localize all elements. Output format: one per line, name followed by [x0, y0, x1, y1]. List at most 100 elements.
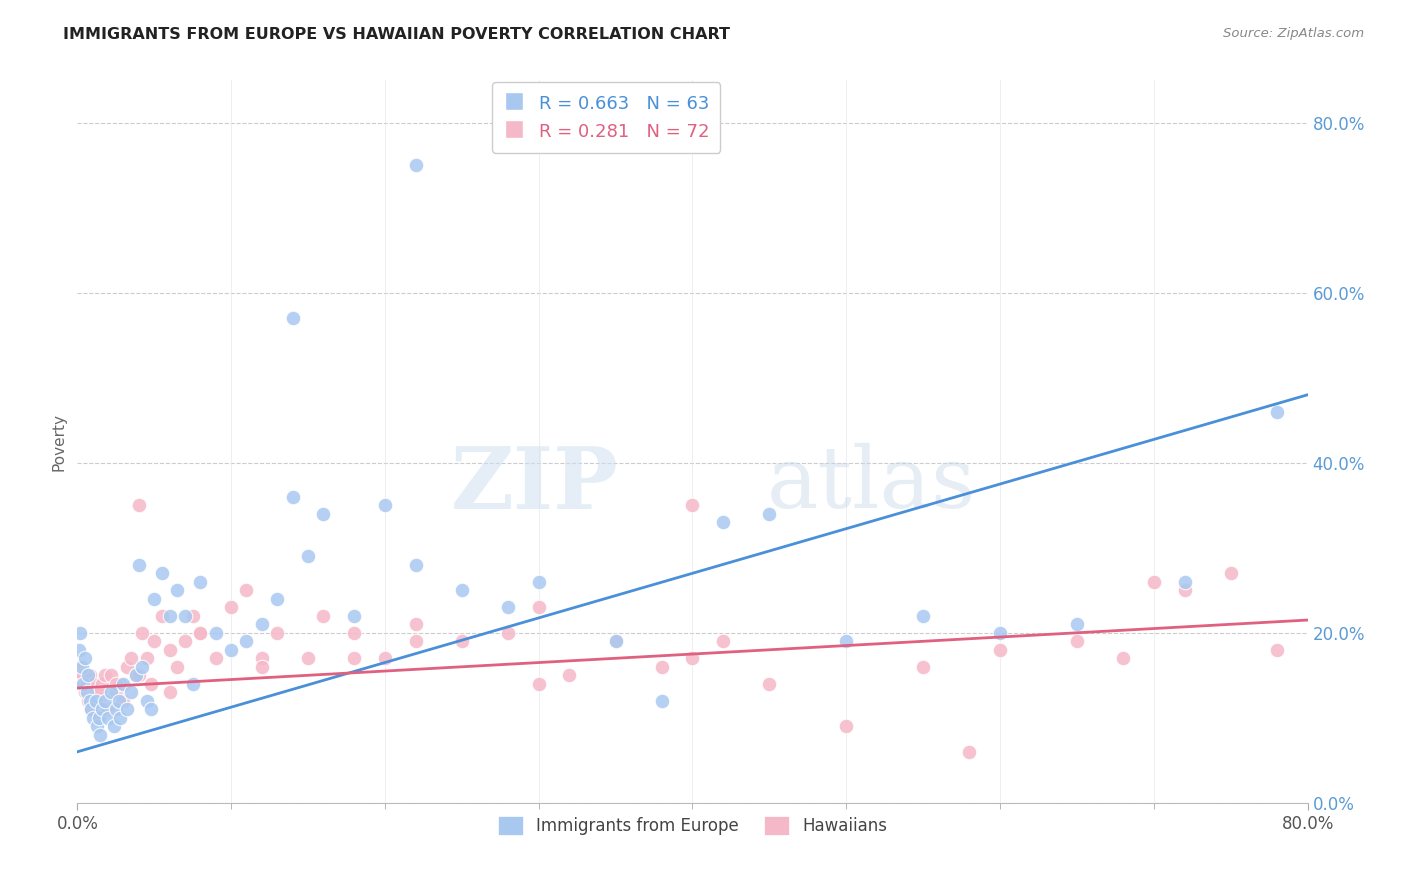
- Point: [110, 711, 132, 725]
- Point: [651, 660, 673, 674]
- Point: [1066, 617, 1088, 632]
- Point: [558, 668, 581, 682]
- Point: [143, 591, 166, 606]
- Point: [90, 677, 114, 691]
- Point: [67, 668, 90, 682]
- Point: [835, 719, 858, 733]
- Point: [159, 685, 181, 699]
- Point: [87, 711, 110, 725]
- Point: [219, 600, 242, 615]
- Point: [67, 642, 90, 657]
- Point: [174, 608, 197, 623]
- Point: [1265, 642, 1288, 657]
- Point: [1112, 651, 1135, 665]
- Point: [204, 625, 226, 640]
- Point: [343, 625, 366, 640]
- Point: [80, 702, 103, 716]
- Point: [76, 677, 98, 691]
- Point: [235, 634, 257, 648]
- Point: [912, 660, 935, 674]
- Point: [281, 490, 304, 504]
- Point: [1265, 405, 1288, 419]
- Point: [77, 694, 100, 708]
- Point: [405, 617, 427, 632]
- Point: [405, 558, 427, 572]
- Point: [188, 574, 212, 589]
- Point: [79, 694, 101, 708]
- Text: IMMIGRANTS FROM EUROPE VS HAWAIIAN POVERTY CORRELATION CHART: IMMIGRANTS FROM EUROPE VS HAWAIIAN POVER…: [63, 27, 730, 42]
- Point: [174, 634, 197, 648]
- Point: [77, 668, 100, 682]
- Point: [120, 685, 142, 699]
- Point: [131, 660, 153, 674]
- Point: [84, 685, 107, 699]
- Point: [73, 651, 96, 665]
- Point: [835, 634, 858, 648]
- Point: [235, 583, 257, 598]
- Point: [143, 634, 166, 648]
- Point: [115, 660, 138, 674]
- Point: [76, 685, 98, 699]
- Point: [110, 677, 132, 691]
- Point: [94, 694, 117, 708]
- Point: [1066, 634, 1088, 648]
- Point: [69, 625, 91, 640]
- Point: [125, 668, 148, 682]
- Point: [682, 651, 704, 665]
- Point: [72, 668, 94, 682]
- Point: [957, 745, 980, 759]
- Point: [374, 651, 396, 665]
- Point: [87, 694, 110, 708]
- Point: [135, 694, 157, 708]
- Point: [450, 634, 472, 648]
- Y-axis label: Poverty: Poverty: [51, 412, 66, 471]
- Point: [115, 702, 138, 716]
- Point: [181, 677, 204, 691]
- Point: [988, 642, 1011, 657]
- Point: [72, 677, 94, 691]
- Point: [141, 677, 163, 691]
- Point: [82, 711, 104, 725]
- Point: [73, 685, 96, 699]
- Point: [605, 634, 627, 648]
- Legend: Immigrants from Europe, Hawaiians: Immigrants from Europe, Hawaiians: [491, 809, 894, 841]
- Point: [312, 608, 335, 623]
- Point: [166, 660, 188, 674]
- Point: [108, 694, 131, 708]
- Point: [150, 608, 173, 623]
- Point: [97, 702, 120, 716]
- Text: Source: ZipAtlas.com: Source: ZipAtlas.com: [1223, 27, 1364, 40]
- Point: [374, 498, 396, 512]
- Point: [104, 677, 127, 691]
- Point: [758, 677, 780, 691]
- Point: [527, 600, 550, 615]
- Point: [988, 625, 1011, 640]
- Point: [166, 583, 188, 598]
- Point: [297, 549, 319, 564]
- Point: [651, 694, 673, 708]
- Point: [84, 694, 107, 708]
- Point: [150, 566, 173, 581]
- Point: [80, 702, 103, 716]
- Point: [159, 608, 181, 623]
- Point: [912, 608, 935, 623]
- Point: [120, 651, 142, 665]
- Point: [82, 677, 104, 691]
- Point: [181, 608, 204, 623]
- Point: [496, 600, 519, 615]
- Point: [100, 668, 122, 682]
- Point: [527, 574, 550, 589]
- Point: [711, 634, 734, 648]
- Point: [128, 498, 150, 512]
- Point: [312, 507, 335, 521]
- Point: [266, 591, 288, 606]
- Point: [250, 651, 273, 665]
- Point: [758, 507, 780, 521]
- Point: [219, 642, 242, 657]
- Point: [1219, 566, 1241, 581]
- Point: [405, 158, 427, 172]
- Point: [86, 719, 108, 733]
- Point: [250, 660, 273, 674]
- Point: [527, 677, 550, 691]
- Point: [69, 660, 91, 674]
